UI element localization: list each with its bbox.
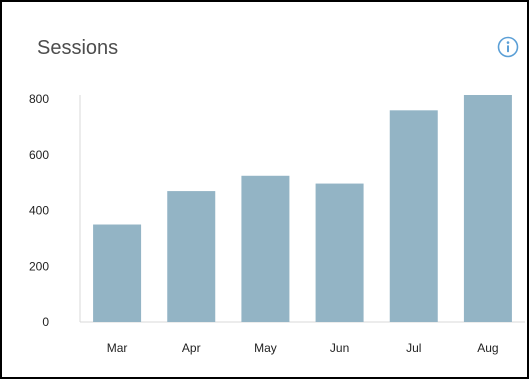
x-tick-label: Jul [406, 341, 421, 355]
y-tick-label: 400 [29, 204, 49, 218]
bar-mar[interactable] [93, 224, 142, 322]
bar-aug[interactable] [463, 95, 512, 322]
bar-apr[interactable] [167, 191, 216, 322]
y-tick-label: 200 [29, 259, 49, 273]
x-tick-label: Jun [330, 341, 349, 355]
x-tick-label: Apr [182, 341, 201, 355]
card-title: Sessions [37, 37, 119, 59]
y-tick-label: 0 [42, 315, 49, 329]
x-tick-label: Aug [477, 341, 498, 355]
x-tick-label: Mar [107, 341, 128, 355]
bar-jul[interactable] [389, 110, 438, 322]
bar-may[interactable] [241, 175, 290, 322]
x-tick-label: May [254, 341, 277, 355]
bar-jun[interactable] [315, 183, 364, 322]
y-tick-label: 600 [29, 148, 49, 162]
info-circle-icon[interactable] [497, 36, 519, 58]
y-tick-label: 800 [29, 92, 49, 106]
